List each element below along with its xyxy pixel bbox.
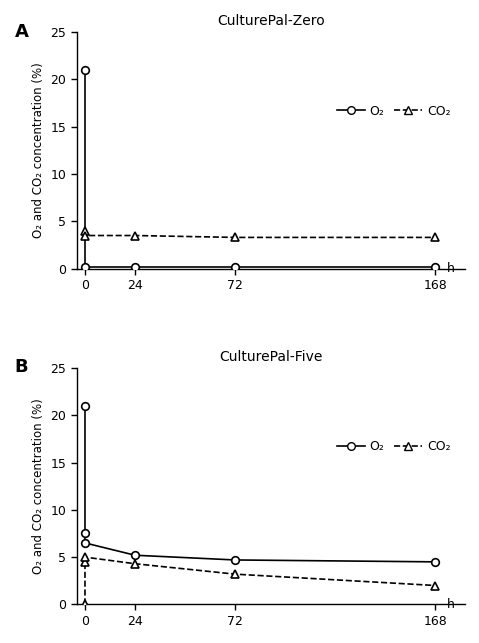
Text: A: A [14,23,28,41]
Y-axis label: O₂ and CO₂ concentration (%): O₂ and CO₂ concentration (%) [32,62,45,239]
Text: h: h [446,598,455,611]
Title: CulturePal-Five: CulturePal-Five [219,350,322,364]
Y-axis label: O₂ and CO₂ concentration (%): O₂ and CO₂ concentration (%) [32,398,45,574]
Legend: O₂, CO₂: O₂, CO₂ [337,105,451,118]
Title: CulturePal-Zero: CulturePal-Zero [217,14,324,28]
Text: h: h [446,262,455,275]
Text: B: B [14,359,28,377]
Legend: O₂, CO₂: O₂, CO₂ [337,440,451,453]
